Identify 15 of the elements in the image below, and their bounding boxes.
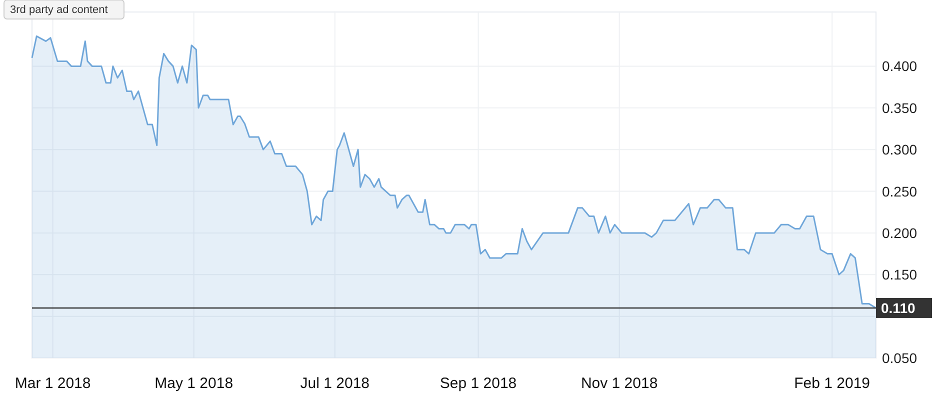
x-tick-label: Nov 1 2018 (580, 375, 658, 392)
x-tick-label: Sep 1 2018 (440, 375, 517, 392)
x-tick-label: May 1 2018 (154, 375, 234, 392)
ref-line-label: 0.110 (881, 300, 916, 316)
y-tick-label: 0.150 (882, 266, 918, 283)
y-tick-label: 0.050 (882, 350, 918, 366)
y-tick-label: 0.200 (882, 224, 918, 241)
x-tick-label: Feb 1 2019 (794, 375, 870, 392)
x-tick-label: Jul 1 2018 (300, 375, 370, 392)
y-tick-label: 0.300 (882, 142, 918, 158)
y-tick-label: 0.400 (882, 58, 918, 74)
y-tick-label: 0.250 (882, 183, 918, 200)
annotation: 3rd party ad content (10, 4, 108, 16)
y-tick-label: 0.350 (882, 100, 918, 116)
x-tick-label: Mar 1 2018 (14, 375, 91, 392)
